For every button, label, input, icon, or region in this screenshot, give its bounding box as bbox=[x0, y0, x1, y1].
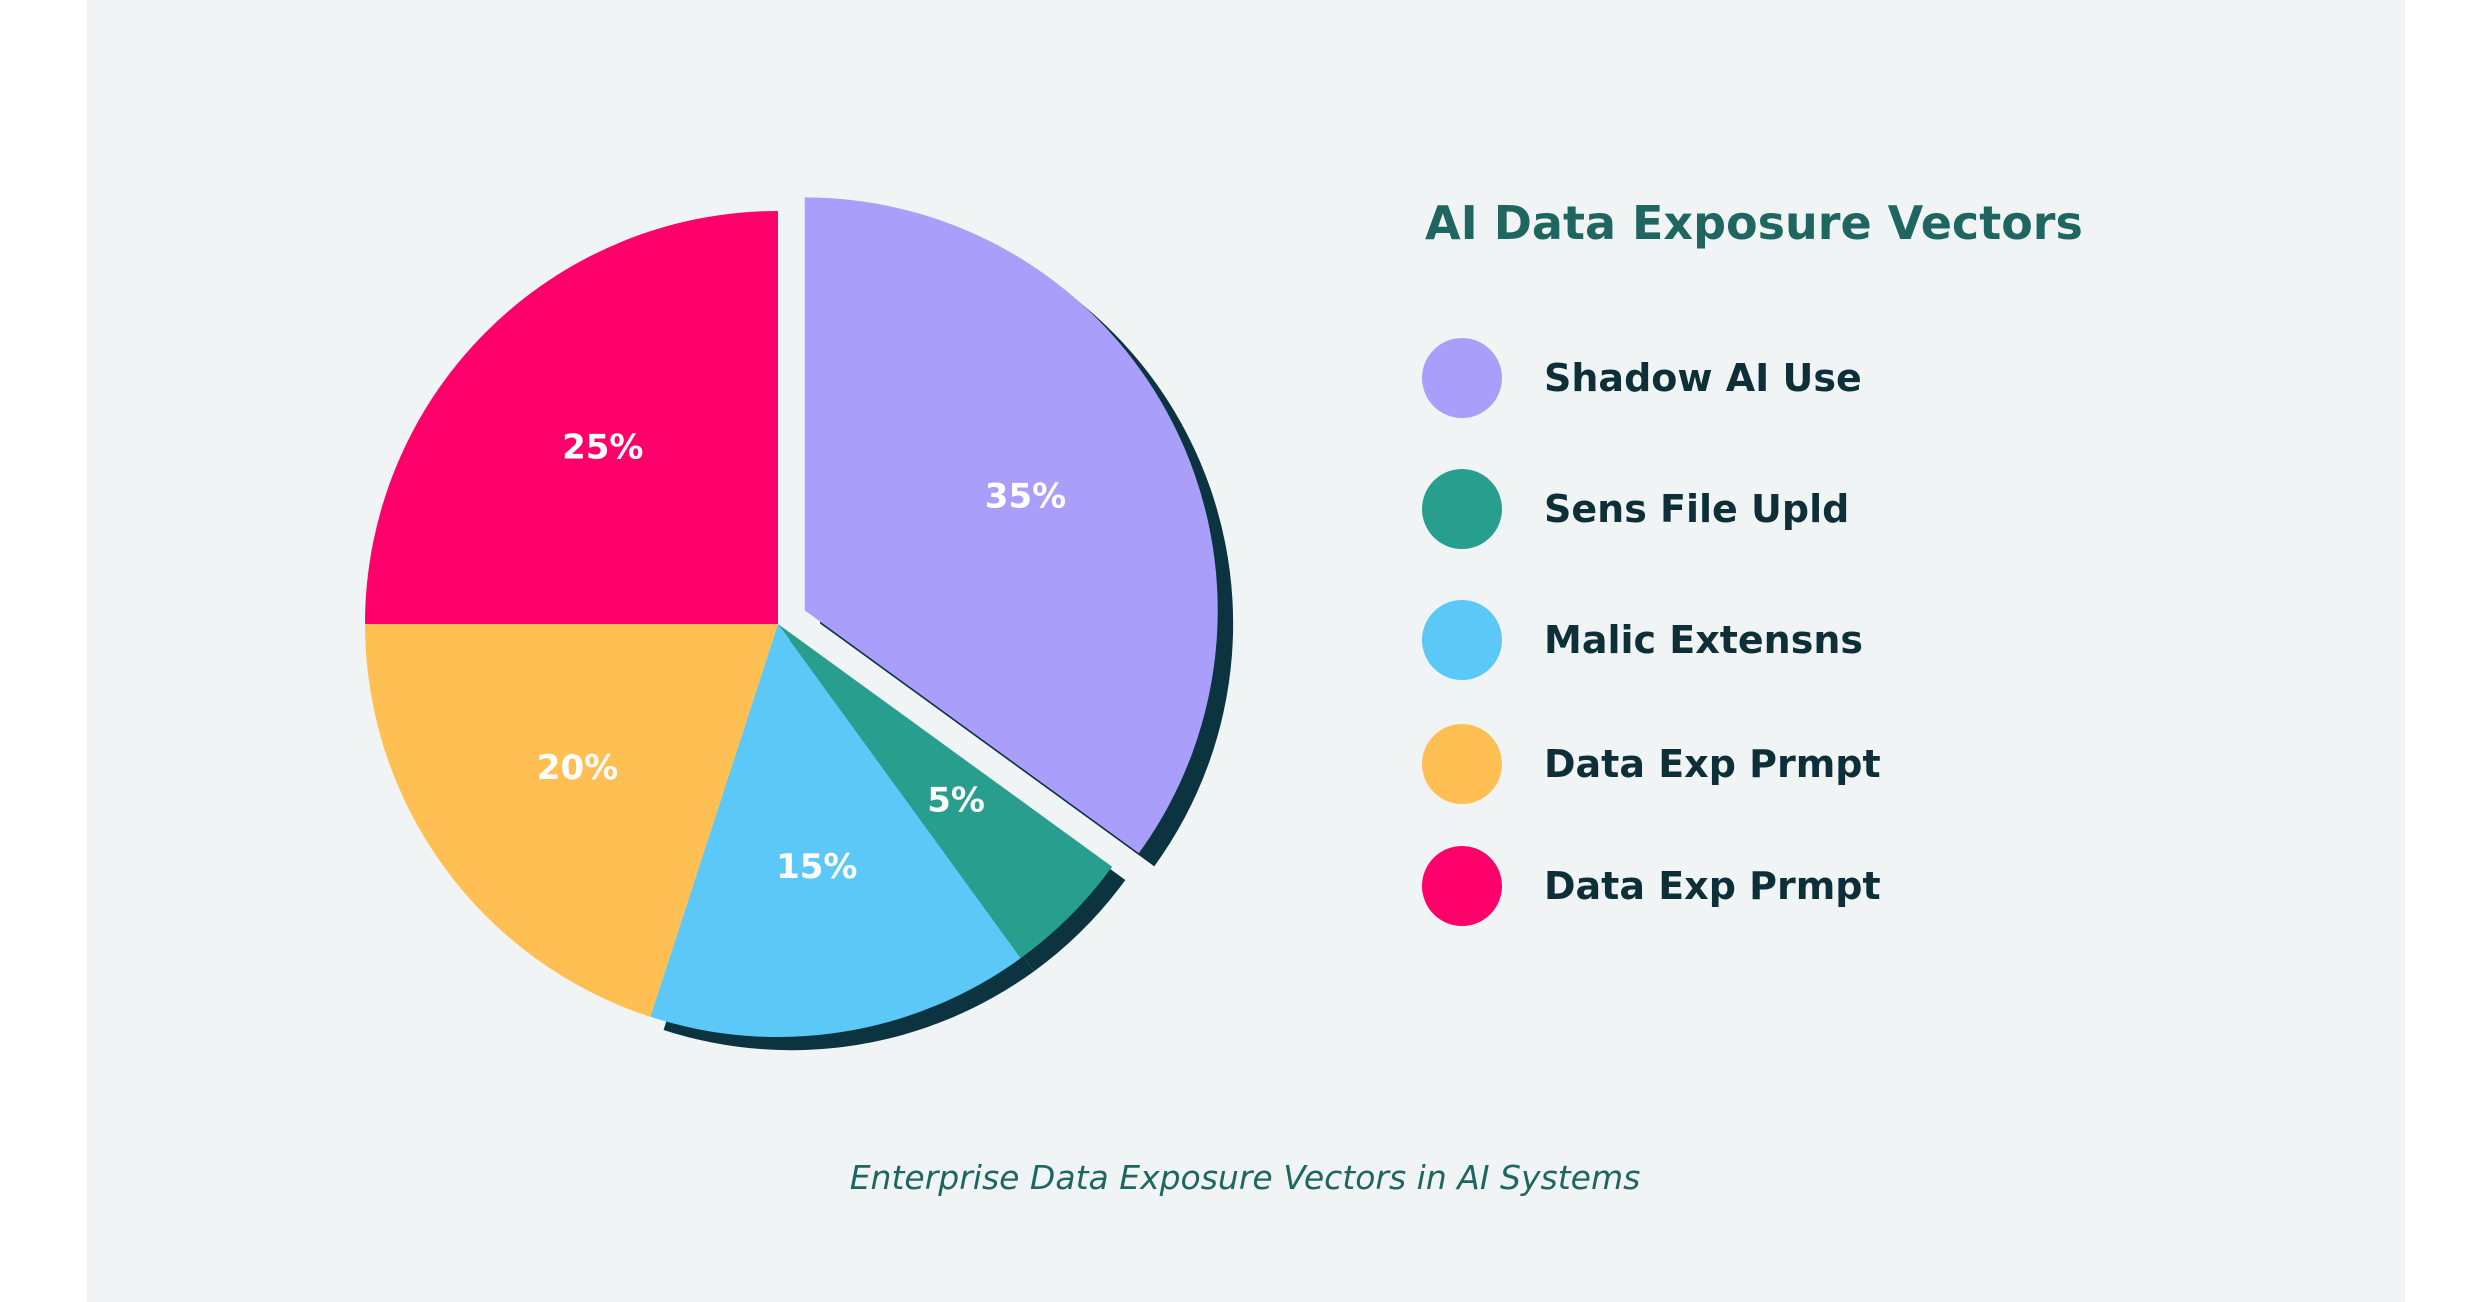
slice-value-label: 20% bbox=[537, 748, 618, 788]
legend-label: Data Exp Prmpt bbox=[1544, 864, 1881, 908]
legend-item-data-exp-prmpt-1: Data Exp Prmpt bbox=[1422, 724, 1881, 804]
legend-item-malic-extensns: Malic Extensns bbox=[1422, 600, 1863, 680]
pie-slices bbox=[365, 197, 1218, 1038]
legend-label: Sens File Upld bbox=[1544, 487, 1850, 531]
legend-item-sens-file-upld: Sens File Upld bbox=[1422, 469, 1849, 549]
pie-slice-data-exp-prmpt-3 bbox=[365, 624, 778, 1017]
legend-item-shadow-ai-use: Shadow AI Use bbox=[1422, 338, 1862, 418]
legend-swatch bbox=[1422, 469, 1502, 549]
pie-slice-sens-file-upld-1 bbox=[778, 624, 1113, 959]
legend-swatch bbox=[1422, 846, 1502, 926]
legend-swatch bbox=[1422, 338, 1502, 418]
legend-label: Malic Extensns bbox=[1544, 618, 1864, 662]
legend-label: Data Exp Prmpt bbox=[1544, 742, 1881, 786]
slice-value-label: 25% bbox=[562, 427, 643, 467]
pie-slice-malic-extensns-2 bbox=[650, 624, 1021, 1038]
chart-title: AI Data Exposure Vectors bbox=[1425, 196, 2083, 250]
legend-label: Shadow AI Use bbox=[1544, 356, 1862, 400]
legend-item-data-exp-prmpt-2: Data Exp Prmpt bbox=[1422, 846, 1881, 926]
slice-value-label: 15% bbox=[776, 847, 857, 887]
legend-swatch bbox=[1422, 600, 1502, 680]
pie-slice-shadow-ai-use-0 bbox=[804, 197, 1218, 854]
slice-value-label: 5% bbox=[927, 781, 985, 821]
pie-labels: 35% 5% 15% 20% 25% bbox=[537, 427, 1066, 887]
pie-slice-data-exp-prmpt-4 bbox=[365, 211, 778, 624]
slice-value-label: 35% bbox=[985, 476, 1066, 516]
chart-caption: Enterprise Data Exposure Vectors in AI S… bbox=[849, 1158, 1641, 1197]
legend-swatch bbox=[1422, 724, 1502, 804]
